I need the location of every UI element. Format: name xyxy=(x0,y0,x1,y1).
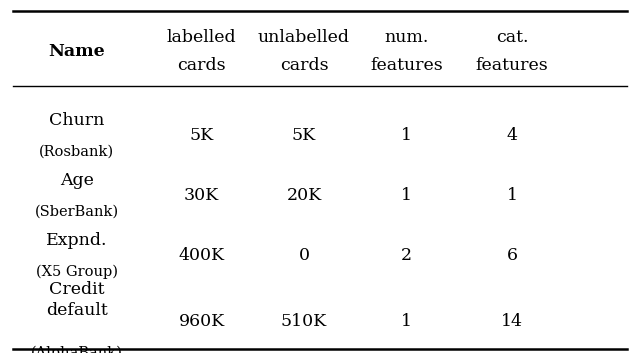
Text: 510K: 510K xyxy=(281,313,327,330)
Text: 5K: 5K xyxy=(292,127,316,144)
Text: 4: 4 xyxy=(506,127,518,144)
Text: num.: num. xyxy=(384,29,429,46)
Text: Credit
default: Credit default xyxy=(46,281,108,319)
Text: 1: 1 xyxy=(401,187,412,204)
Text: 2: 2 xyxy=(401,247,412,264)
Text: features: features xyxy=(476,57,548,74)
Text: 6: 6 xyxy=(506,247,518,264)
Text: 1: 1 xyxy=(401,313,412,330)
Text: 1: 1 xyxy=(506,187,518,204)
Text: 5K: 5K xyxy=(189,127,214,144)
Text: (X5 Group): (X5 Group) xyxy=(36,265,118,279)
Text: Age: Age xyxy=(60,172,93,189)
Text: 20K: 20K xyxy=(286,187,322,204)
Text: (Rosbank): (Rosbank) xyxy=(39,145,115,159)
Text: Churn: Churn xyxy=(49,112,104,128)
Text: Expnd.: Expnd. xyxy=(46,232,108,249)
Text: cards: cards xyxy=(177,57,226,74)
Text: Name: Name xyxy=(49,43,105,60)
Text: 960K: 960K xyxy=(179,313,225,330)
Text: unlabelled: unlabelled xyxy=(258,29,350,46)
Text: (SberBank): (SberBank) xyxy=(35,205,119,219)
Text: 0: 0 xyxy=(298,247,310,264)
Text: features: features xyxy=(370,57,443,74)
Text: 400K: 400K xyxy=(179,247,225,264)
Text: 30K: 30K xyxy=(184,187,220,204)
Text: labelled: labelled xyxy=(167,29,236,46)
Text: 1: 1 xyxy=(401,127,412,144)
Text: (AlphaBank): (AlphaBank) xyxy=(31,346,123,353)
Text: cards: cards xyxy=(280,57,328,74)
Text: cat.: cat. xyxy=(496,29,528,46)
Text: 14: 14 xyxy=(501,313,523,330)
